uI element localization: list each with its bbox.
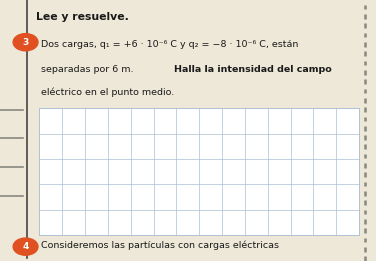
Text: separadas por 6 m.: separadas por 6 m.	[41, 65, 136, 74]
Circle shape	[13, 34, 38, 51]
Text: Consideremos las partículas con cargas eléctricas: Consideremos las partículas con cargas e…	[41, 240, 279, 250]
Text: 3: 3	[23, 38, 29, 47]
Text: eléctrico en el punto medio.: eléctrico en el punto medio.	[41, 87, 174, 97]
Circle shape	[13, 238, 38, 255]
Text: Halla la intensidad del campo: Halla la intensidad del campo	[174, 65, 332, 74]
Bar	[39, 108, 359, 235]
Text: Dos cargas, q₁ = +6 · 10⁻⁶ C y q₂ = −8 · 10⁻⁶ C, están: Dos cargas, q₁ = +6 · 10⁻⁶ C y q₂ = −8 ·…	[41, 40, 298, 49]
Text: 4: 4	[23, 242, 29, 251]
Text: Lee y resuelve.: Lee y resuelve.	[36, 12, 129, 22]
